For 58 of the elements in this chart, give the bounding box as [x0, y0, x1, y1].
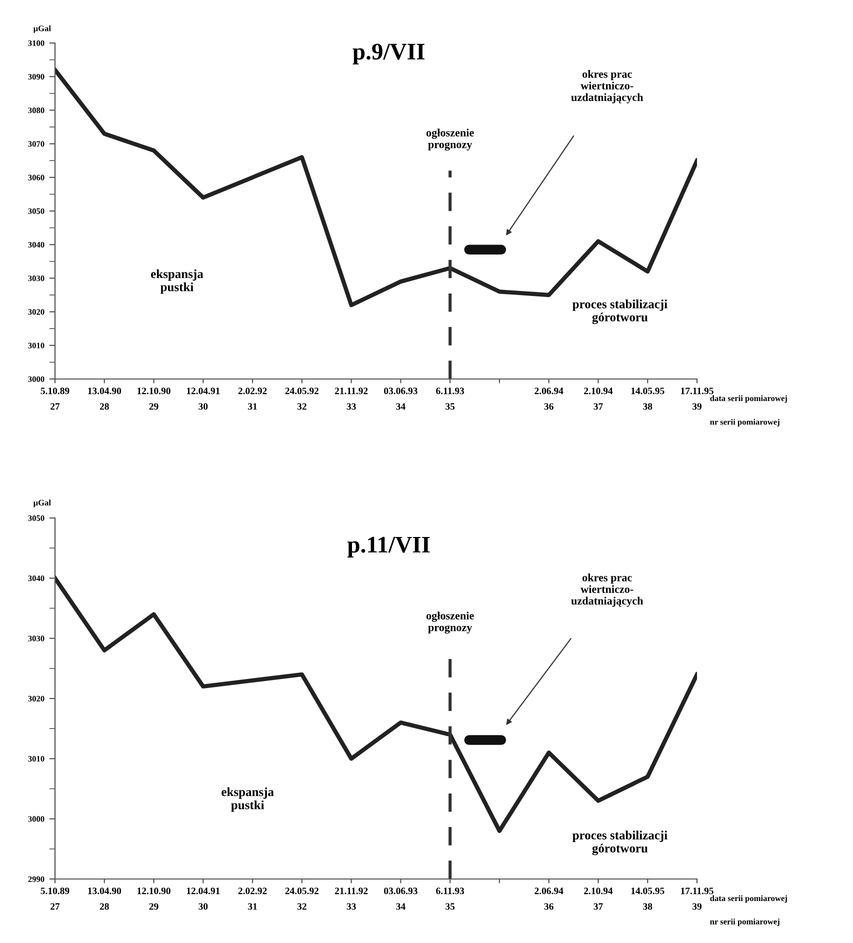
x-tick-label: 2.10.94 37 [584, 888, 613, 910]
y-tick-label: 3020 [28, 696, 44, 702]
x-tick-label: 14.05.95 38 [631, 388, 664, 410]
y-tick-label: 3040 [28, 576, 44, 582]
y-tick-label: 3050 [28, 208, 44, 214]
annotation: proces stabilizacji górotworu [572, 300, 668, 324]
x-tick-label: 2.06.94 36 [534, 388, 564, 410]
ref-line-label: ogłoszenie prognozy [426, 612, 474, 634]
x-tick-label: 2.10.94 37 [584, 388, 613, 410]
x-tick-label: 13.04.90 28 [88, 888, 122, 910]
x-tick-label: 12.10.90 29 [138, 388, 170, 410]
y-tick-label: 3060 [28, 174, 44, 180]
y-axis-title: μGal [33, 25, 51, 33]
y-tick-label: 3020 [28, 309, 44, 315]
text: nr serii pomiarowej [710, 918, 780, 926]
chart-title: p.9/VII [352, 44, 424, 64]
annotation: okres prac wiertniczo- uzdatniających [571, 574, 644, 607]
y-tick-label: 3000 [28, 816, 44, 822]
y-tick-label: 3030 [28, 276, 44, 282]
x-tick-label: 14.05.95 38 [631, 888, 664, 910]
y-tick-label: 3070 [28, 141, 44, 147]
x-axis-title: data serii pomiarowej [710, 895, 787, 903]
y-tick-label: 3100 [28, 40, 44, 46]
annotation: ekspansja pustki [222, 787, 274, 812]
x-tick-label: 03.06.93 34 [384, 888, 418, 910]
y-tick-label: 3040 [28, 242, 44, 248]
x-tick-label: 2.02.92 31 [238, 388, 267, 410]
annotation: okres prac wiertniczo- uzdatniających [571, 70, 644, 104]
x-tick-label: 5.10.89 27 [40, 888, 70, 910]
x-tick-label: 03.06.93 34 [384, 388, 418, 410]
ref-line-label: ogłoszenie prognozy [426, 128, 474, 151]
x-axis-title: data serii pomiarowej [710, 395, 787, 403]
y-tick-label: 3080 [28, 108, 44, 114]
x-tick-label: 24.05.92 32 [285, 388, 319, 410]
x-tick-label: 6.11.93 35 [436, 388, 464, 410]
x-tick-label: 2.02.92 31 [238, 888, 267, 910]
text: nr serii pomiarowej [710, 418, 780, 426]
x-tick-label: 5.10.89 27 [40, 388, 70, 410]
y-tick-label: 3010 [28, 342, 44, 348]
y-tick-label: 3000 [28, 376, 44, 382]
y-tick-label: 2990 [28, 876, 44, 882]
x-tick-label: 21.11.92 33 [334, 888, 368, 910]
text: p.11/VII [347, 536, 430, 558]
y-tick-label: 3090 [28, 74, 44, 80]
annotation: ekspansja pustki [151, 269, 204, 294]
y-tick-label: 3050 [28, 515, 44, 521]
y-tick-label: 3030 [28, 636, 44, 642]
x-tick-label: 21.11.92 33 [334, 388, 368, 410]
x-tick-label: 13.04.90 28 [88, 388, 122, 410]
annotation: proces stabilizacji górotworu [572, 830, 668, 856]
x-tick-label: 24.05.92 32 [285, 888, 319, 910]
x-tick-label: 12.04.91 30 [186, 388, 220, 410]
y-axis-title: μGal [33, 500, 51, 508]
x-tick-label: 12.10.90 29 [138, 888, 170, 910]
x-tick-label: 2.06.94 36 [534, 888, 564, 910]
y-tick-label: 3010 [28, 756, 44, 762]
x-tick-label: 12.04.91 30 [186, 888, 220, 910]
x-tick-label: 6.11.93 35 [436, 888, 464, 910]
